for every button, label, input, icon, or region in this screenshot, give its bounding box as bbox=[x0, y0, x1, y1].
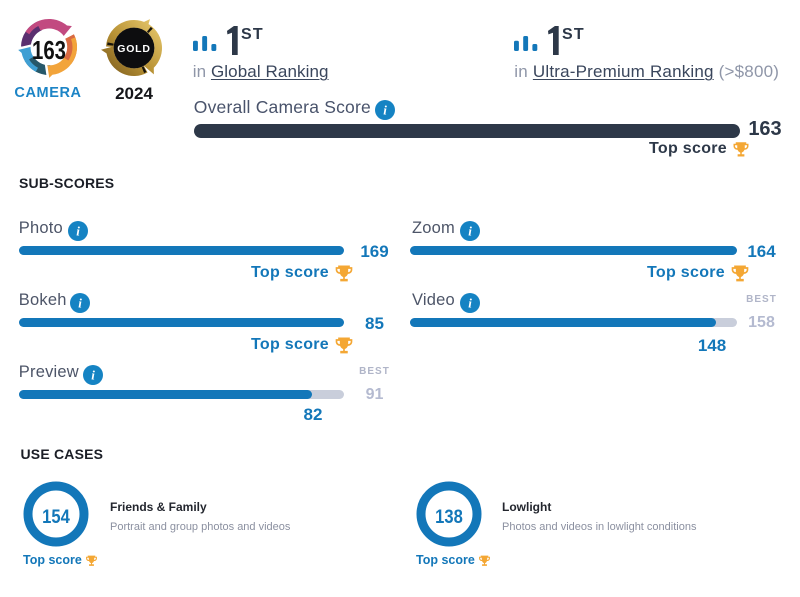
svg-text:i: i bbox=[468, 295, 472, 310]
svg-text:i: i bbox=[76, 223, 80, 238]
svg-text:i: i bbox=[383, 103, 387, 118]
svg-text:154: 154 bbox=[42, 506, 70, 528]
svg-text:163: 163 bbox=[31, 36, 65, 65]
svg-text:138: 138 bbox=[435, 506, 463, 528]
svg-text:i: i bbox=[91, 367, 95, 382]
svg-text:i: i bbox=[468, 223, 472, 238]
svg-text:i: i bbox=[78, 295, 82, 310]
svg-text:GOLD: GOLD bbox=[117, 43, 151, 55]
